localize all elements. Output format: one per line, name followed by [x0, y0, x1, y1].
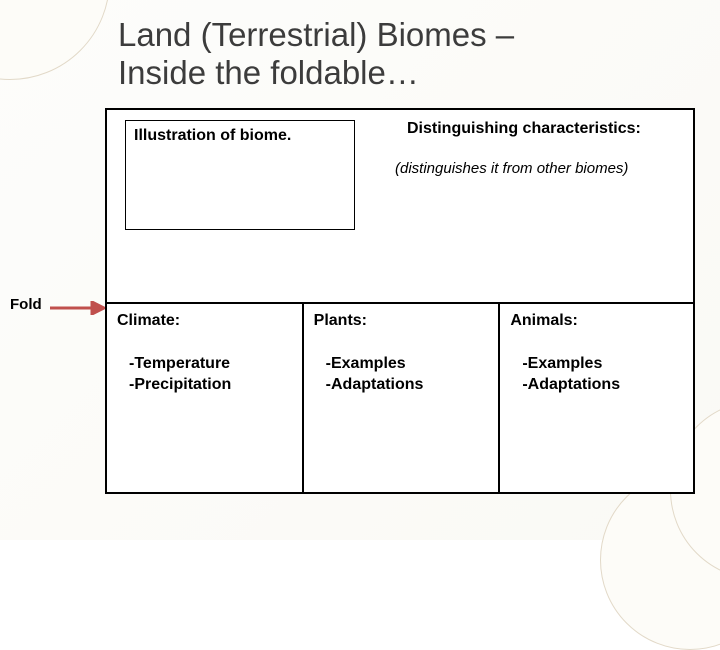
illustration-label: Illustration of biome. [134, 127, 291, 144]
illustration-box: Illustration of biome. [125, 120, 355, 230]
title-line-2: Inside the foldable… [118, 54, 419, 91]
animals-column: Animals: -Examples -Adaptations [500, 304, 693, 494]
plants-header: Plants: [314, 312, 489, 330]
title-line-1: Land (Terrestrial) Biomes – [118, 16, 514, 53]
climate-item: -Temperature [129, 354, 292, 375]
animals-header: Animals: [510, 312, 683, 330]
plants-items: -Examples -Adaptations [314, 354, 489, 396]
animals-items: -Examples -Adaptations [510, 354, 683, 396]
plants-item: -Examples [326, 354, 489, 375]
climate-header: Climate: [117, 312, 292, 330]
animals-item: -Adaptations [522, 375, 683, 396]
climate-item: -Precipitation [129, 375, 292, 396]
arrow-icon [50, 301, 105, 315]
distinguish-sub: (distinguishes it from other biomes) [395, 160, 628, 177]
foldable-table: Illustration of biome. Distinguishing ch… [105, 108, 695, 494]
plants-column: Plants: -Examples -Adaptations [304, 304, 501, 494]
plants-item: -Adaptations [326, 375, 489, 396]
climate-items: -Temperature -Precipitation [117, 354, 292, 396]
distinguish-heading: Distinguishing characteristics: [407, 120, 641, 138]
climate-column: Climate: -Temperature -Precipitation [107, 304, 304, 494]
animals-item: -Examples [522, 354, 683, 375]
fold-label: Fold [10, 296, 42, 313]
bottom-row: Climate: -Temperature -Precipitation Pla… [107, 302, 693, 494]
top-section: Illustration of biome. Distinguishing ch… [107, 110, 693, 302]
page-title: Land (Terrestrial) Biomes – Inside the f… [118, 16, 514, 92]
